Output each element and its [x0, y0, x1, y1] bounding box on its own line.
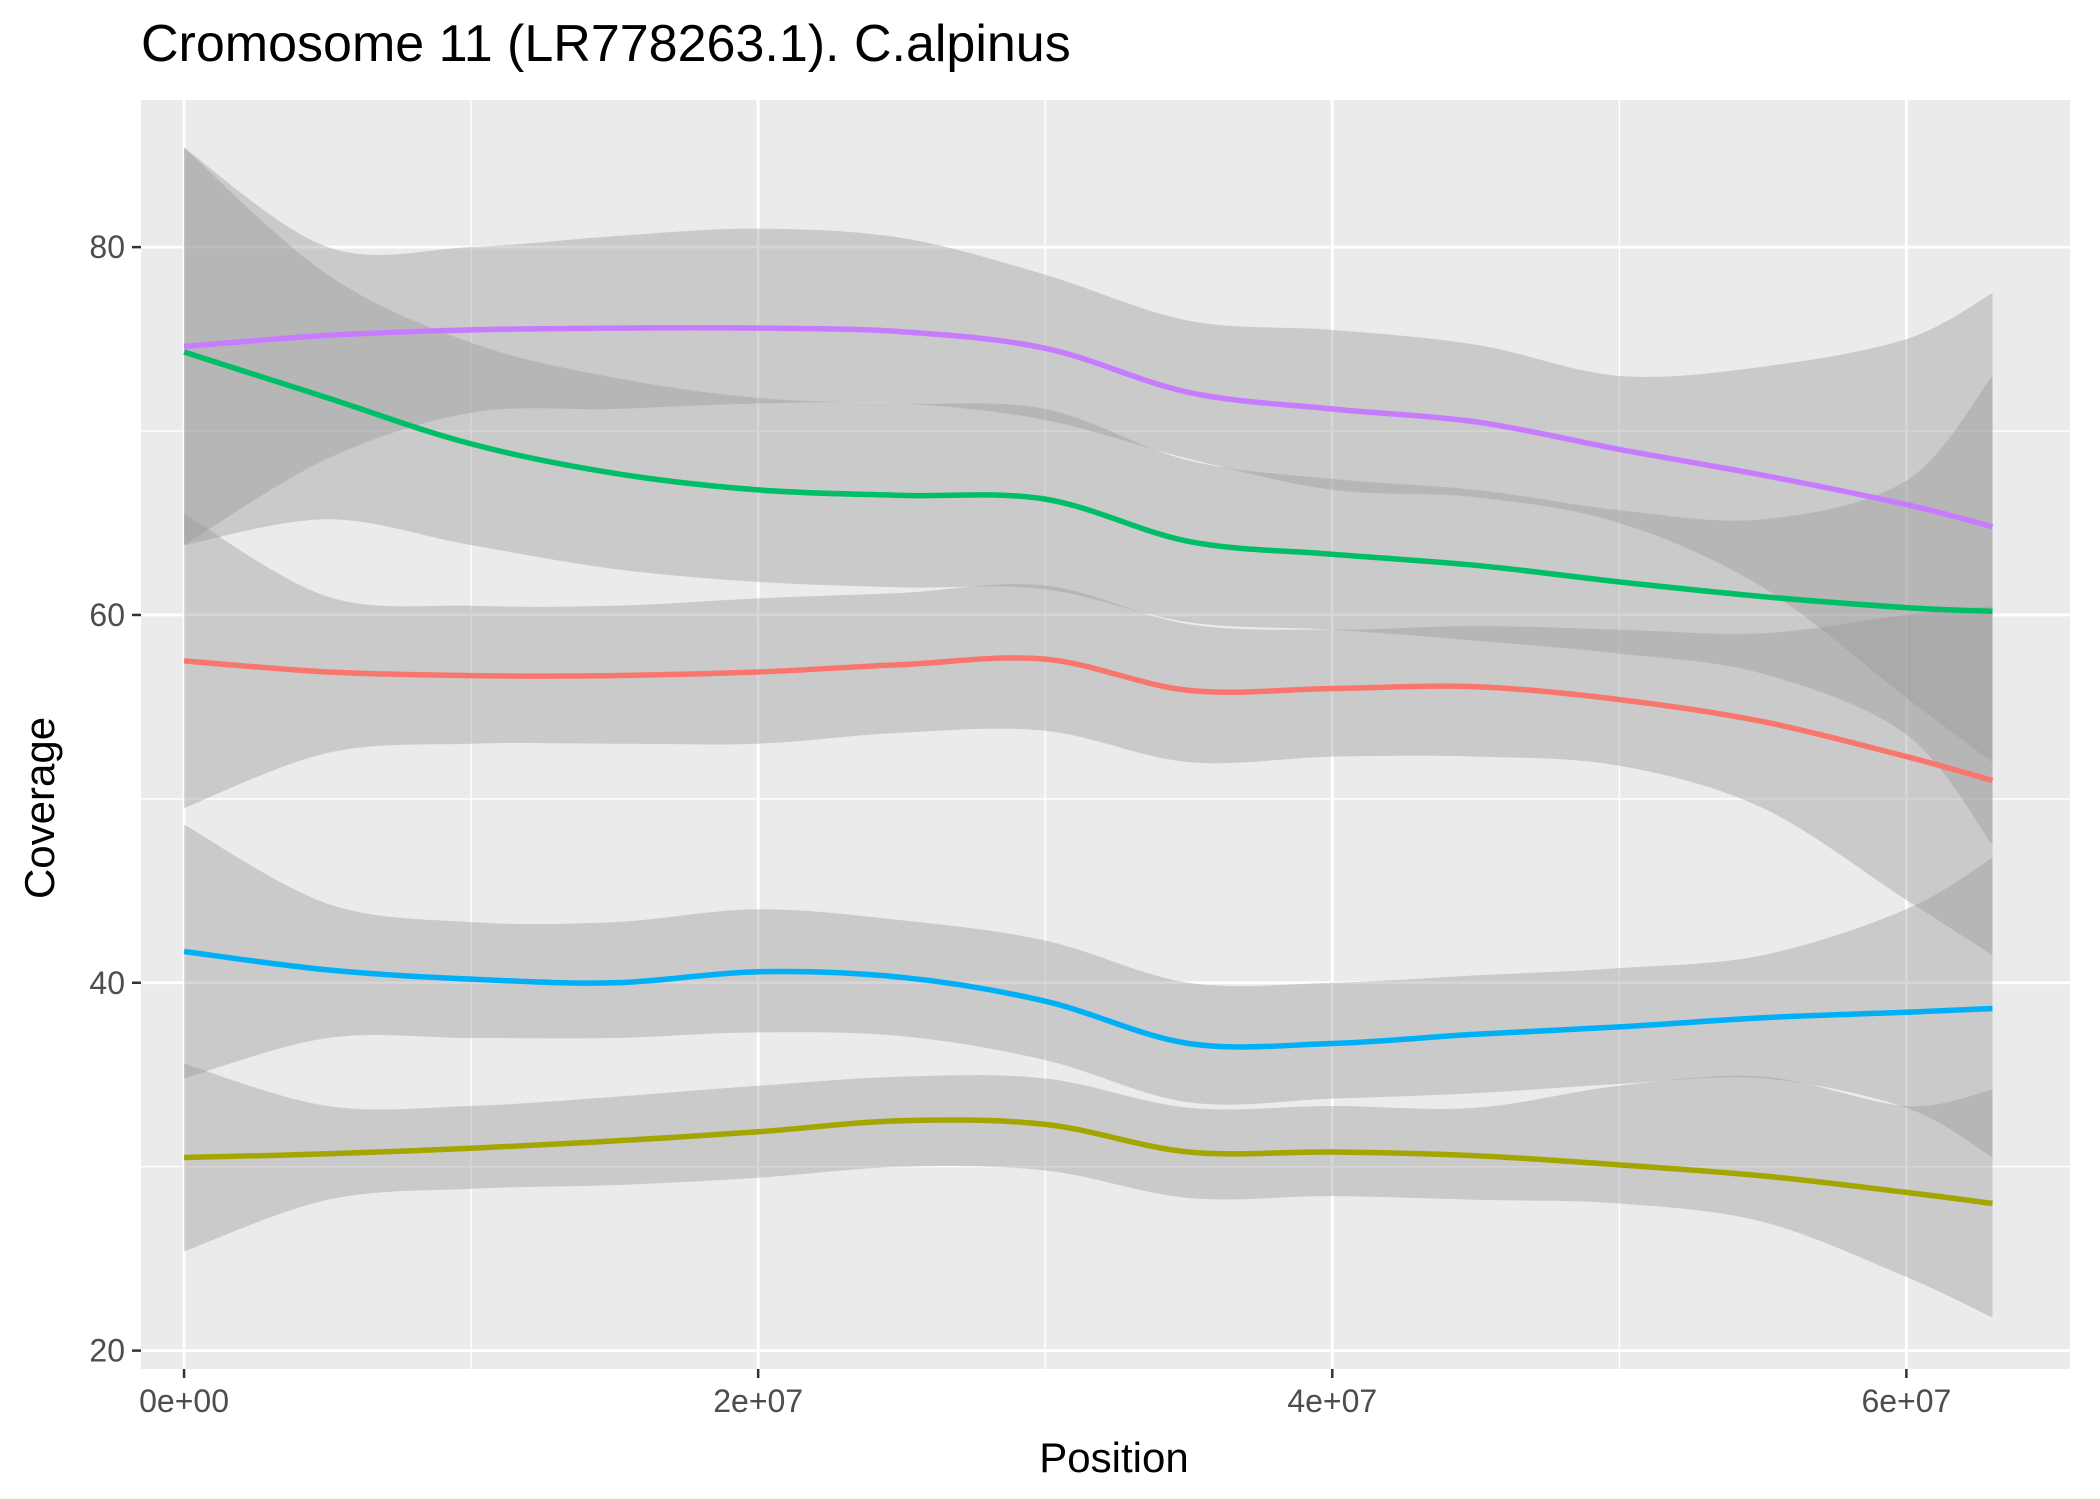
- y-tick-label: 40: [89, 965, 125, 1001]
- y-tick-label: 20: [89, 1333, 125, 1369]
- x-tick-label: 6e+07: [1861, 1383, 1951, 1419]
- x-axis-title: Position: [1039, 1434, 1188, 1481]
- series-line: [183, 655, 1994, 784]
- x-tick-label: 4e+07: [1287, 1383, 1377, 1419]
- series-line: [183, 349, 1993, 615]
- series-line: [183, 948, 1993, 1050]
- confidence-band: [184, 147, 1993, 845]
- x-axis: 0e+00 2e+07 4e+07 6e+07: [139, 1369, 1951, 1419]
- series-line: [183, 324, 1994, 530]
- chart-title: Cromosome 11 (LR778263.1). C.alpinus: [141, 15, 1071, 73]
- major-gridlines: [141, 100, 2070, 1369]
- y-tick-label: 80: [89, 229, 125, 265]
- confidence-band: [184, 1063, 1993, 1318]
- y-axis: 20 40 60 80: [89, 229, 141, 1369]
- y-tick-label: 60: [89, 597, 125, 633]
- plot-panel: [141, 100, 2070, 1369]
- confidence-band: [184, 824, 1993, 1158]
- confidence-band: [184, 513, 1993, 956]
- minor-gridlines: [141, 100, 2070, 1369]
- y-axis-title: Coverage: [16, 717, 63, 899]
- confidence-bands: [184, 147, 1993, 1318]
- series-lines: [183, 324, 1994, 1207]
- confidence-band: [184, 147, 1993, 763]
- x-tick-label: 0e+00: [139, 1383, 229, 1419]
- series-line: [184, 1117, 1993, 1207]
- x-tick-label: 2e+07: [713, 1383, 803, 1419]
